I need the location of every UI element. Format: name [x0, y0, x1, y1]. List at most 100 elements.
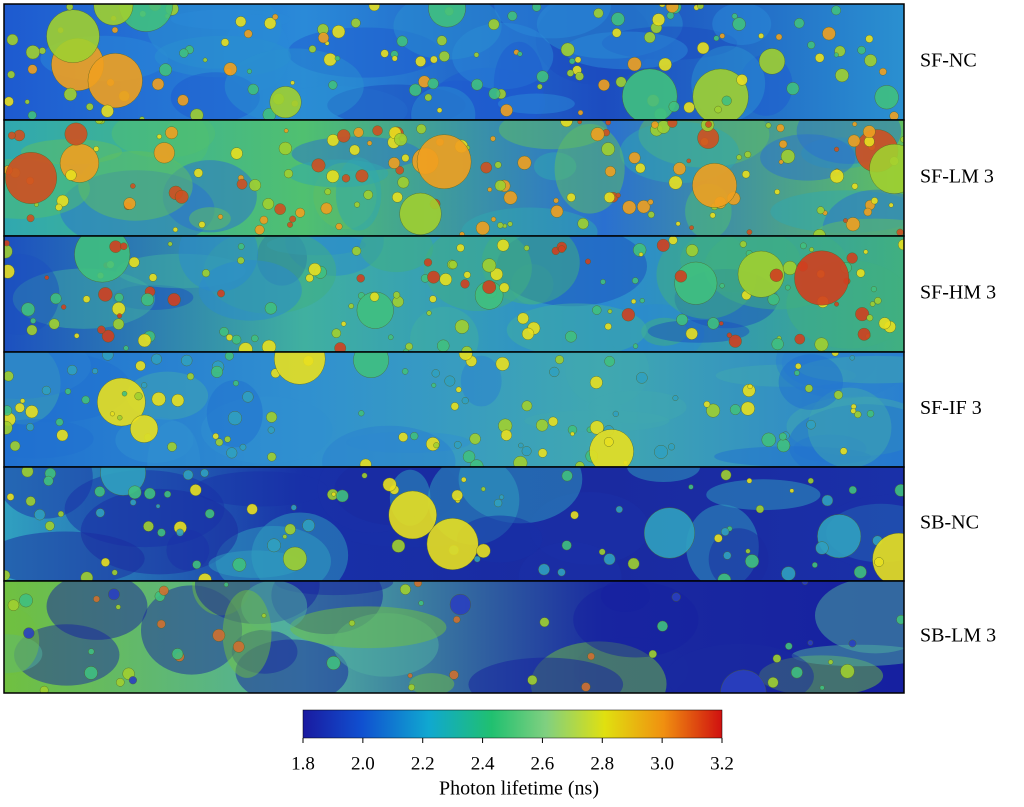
particle — [27, 110, 37, 120]
particle — [123, 345, 129, 351]
particle — [7, 131, 16, 140]
particle — [27, 64, 38, 75]
particle — [139, 116, 145, 120]
particle — [736, 154, 742, 161]
particle — [167, 441, 177, 452]
particle — [448, 260, 458, 270]
particle — [857, 45, 866, 55]
particle — [25, 45, 40, 60]
particle — [604, 322, 612, 331]
particle — [587, 652, 595, 661]
particle — [267, 538, 281, 553]
particle — [38, 47, 46, 55]
particle — [685, 244, 699, 257]
particle — [499, 494, 505, 500]
particle — [323, 53, 337, 67]
particle — [575, 71, 584, 81]
particle — [500, 429, 513, 441]
particle — [353, 127, 364, 138]
particle — [231, 334, 242, 345]
particle — [396, 35, 408, 47]
particle — [843, 218, 848, 223]
particle — [644, 31, 656, 44]
image-panel — [4, 4, 904, 120]
particle — [745, 548, 751, 554]
image-panel — [4, 581, 904, 693]
particle — [517, 51, 523, 57]
particle — [290, 504, 297, 511]
colorbar-tick-label: 2.6 — [531, 753, 555, 774]
particle — [134, 392, 143, 401]
particle — [794, 250, 850, 306]
particle — [496, 239, 510, 252]
particle — [380, 49, 389, 58]
particle — [45, 521, 55, 531]
texture-patch — [4, 253, 60, 335]
texture-patch — [289, 606, 447, 649]
particle — [423, 258, 433, 267]
particle — [444, 375, 456, 387]
particle — [456, 243, 465, 252]
particle — [215, 438, 224, 447]
particle — [21, 467, 34, 478]
particle — [61, 304, 67, 310]
particle — [284, 169, 294, 179]
particle — [896, 228, 904, 236]
particle — [183, 469, 194, 481]
particle — [82, 295, 91, 303]
particle — [874, 297, 882, 305]
particle — [819, 685, 825, 691]
particle — [665, 4, 679, 13]
particle — [74, 333, 80, 339]
particle — [237, 256, 245, 265]
particle — [575, 461, 585, 467]
particle — [845, 217, 861, 232]
particle — [177, 94, 189, 106]
particle — [224, 435, 231, 443]
particle — [93, 4, 134, 26]
particle — [259, 215, 269, 225]
particle — [119, 242, 128, 251]
particle — [227, 411, 243, 426]
particle — [862, 125, 876, 139]
particle — [603, 553, 616, 566]
particle — [747, 383, 753, 390]
particle — [866, 314, 874, 322]
particle — [115, 604, 121, 610]
particle — [778, 159, 784, 165]
particle — [239, 443, 247, 451]
particle — [94, 486, 106, 497]
particle — [198, 573, 212, 581]
particle — [548, 416, 558, 427]
particle — [232, 557, 247, 572]
particle — [223, 62, 238, 76]
particle — [500, 104, 513, 117]
particle — [30, 317, 37, 324]
particle — [872, 532, 904, 581]
particle — [671, 592, 681, 602]
particle — [539, 617, 550, 628]
particle — [55, 203, 63, 211]
particle — [833, 52, 839, 58]
particle — [889, 111, 899, 120]
particle — [4, 240, 10, 247]
particle — [428, 4, 466, 28]
particle — [705, 120, 712, 128]
particle — [143, 521, 154, 532]
particle — [128, 485, 142, 500]
particle — [398, 432, 408, 442]
particle — [577, 109, 584, 116]
particle — [497, 222, 504, 229]
particle — [9, 440, 21, 452]
particle — [538, 563, 550, 576]
particle — [151, 391, 166, 407]
particle — [156, 619, 166, 629]
particle — [807, 639, 814, 646]
particle — [64, 388, 72, 395]
particle — [382, 477, 397, 492]
particle — [451, 489, 463, 502]
panel-label: SF-IF 3 — [920, 397, 982, 419]
particle — [290, 80, 295, 86]
particle — [153, 142, 175, 164]
texture-patch — [506, 303, 647, 352]
